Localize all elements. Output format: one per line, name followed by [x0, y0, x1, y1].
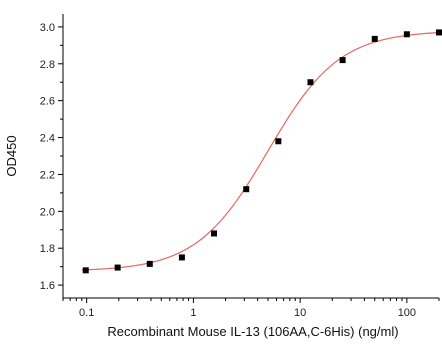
- data-point: [178, 254, 185, 261]
- axes: [62, 14, 439, 299]
- y-axis-title: OD450: [4, 135, 19, 176]
- fitted-curve: [81, 31, 440, 271]
- x-tick-label: 100: [398, 307, 416, 319]
- y-tick-label: 2.4: [40, 133, 55, 145]
- data-point: [82, 267, 89, 274]
- y-tick-label: 2.0: [40, 206, 55, 218]
- data-point: [146, 260, 153, 267]
- ticks: [58, 26, 440, 303]
- y-tick-label: 3.0: [40, 22, 55, 34]
- data-point: [243, 186, 250, 193]
- data-point: [114, 264, 121, 271]
- y-tick-label: 1.6: [40, 280, 55, 292]
- data-points: [82, 29, 442, 274]
- data-point: [403, 31, 410, 38]
- y-tick-label: 1.8: [40, 243, 55, 255]
- data-point: [436, 29, 442, 36]
- data-point: [371, 35, 378, 42]
- tick-labels: 1.6 1.8 2.0 2.2 2.4 2.6 2.8 3.0 0.1 1 10 100: [40, 22, 416, 319]
- y-tick-label: 2.2: [40, 169, 55, 181]
- x-tick-label: 0.1: [79, 307, 94, 319]
- data-point: [307, 79, 314, 86]
- data-point: [211, 230, 218, 237]
- data-point: [275, 138, 282, 145]
- x-axis-title: Recombinant Mouse IL-13 (106AA,C-6His) (…: [107, 324, 398, 339]
- data-point: [339, 57, 346, 64]
- x-tick-label: 10: [294, 307, 306, 319]
- y-tick-label: 2.6: [40, 96, 55, 108]
- x-tick-label: 1: [190, 307, 196, 319]
- y-tick-label: 2.8: [40, 59, 55, 71]
